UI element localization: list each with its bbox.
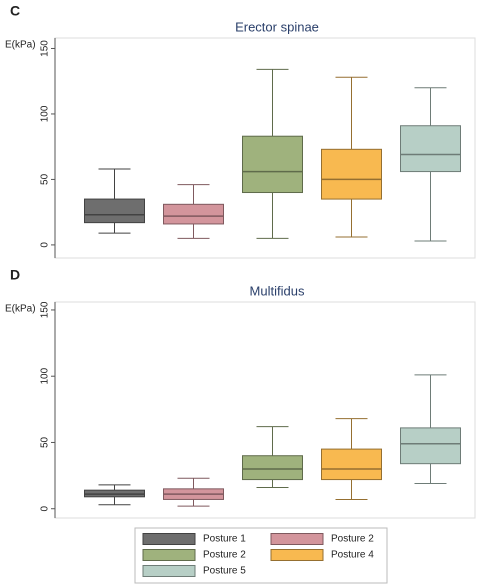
legend-label: Posture 2 xyxy=(203,550,246,561)
box xyxy=(163,477,224,507)
y-tick-label: 0 xyxy=(40,506,51,512)
box-body xyxy=(242,455,303,481)
box xyxy=(321,418,382,500)
y-tick-label: 100 xyxy=(40,367,51,384)
box xyxy=(400,87,461,242)
box-body xyxy=(163,203,224,225)
box-body xyxy=(242,135,303,194)
box-body xyxy=(321,448,382,481)
legend-swatch xyxy=(142,565,196,577)
y-tick-label: 150 xyxy=(40,301,51,318)
box-body xyxy=(400,427,461,465)
box xyxy=(163,184,224,239)
plot-frame xyxy=(54,301,476,519)
legend-label: Posture 4 xyxy=(331,550,374,561)
panel-label: C xyxy=(10,3,20,19)
legend-swatch xyxy=(142,533,196,545)
legend-swatch xyxy=(270,533,324,545)
chart-title: Erector spinae xyxy=(235,19,319,34)
y-axis-label: E(kPa) xyxy=(5,40,36,51)
y-tick-label: 50 xyxy=(40,436,51,448)
box-body xyxy=(400,125,461,173)
legend-label: Posture 1 xyxy=(203,534,246,545)
box xyxy=(242,426,303,489)
y-tick-label: 0 xyxy=(40,242,51,248)
legend-label: Posture 2 xyxy=(331,534,374,545)
box xyxy=(84,484,145,506)
box xyxy=(400,374,461,485)
y-tick-label: 150 xyxy=(40,40,51,57)
y-axis-label: E(kPa) xyxy=(5,304,36,315)
chart-title: Multifidus xyxy=(250,283,305,298)
legend-label: Posture 5 xyxy=(203,566,246,577)
legend-swatch xyxy=(270,549,324,561)
y-tick-label: 100 xyxy=(40,105,51,122)
box xyxy=(321,76,382,238)
y-tick-label: 50 xyxy=(40,173,51,185)
box xyxy=(242,68,303,239)
legend: Posture 1 Posture 2 Posture 2 Posture 4 Post… xyxy=(134,527,388,584)
box-body xyxy=(84,198,145,224)
legend-swatch xyxy=(142,549,196,561)
box xyxy=(84,168,145,234)
box-body xyxy=(321,148,382,200)
panel-label: D xyxy=(10,267,20,283)
